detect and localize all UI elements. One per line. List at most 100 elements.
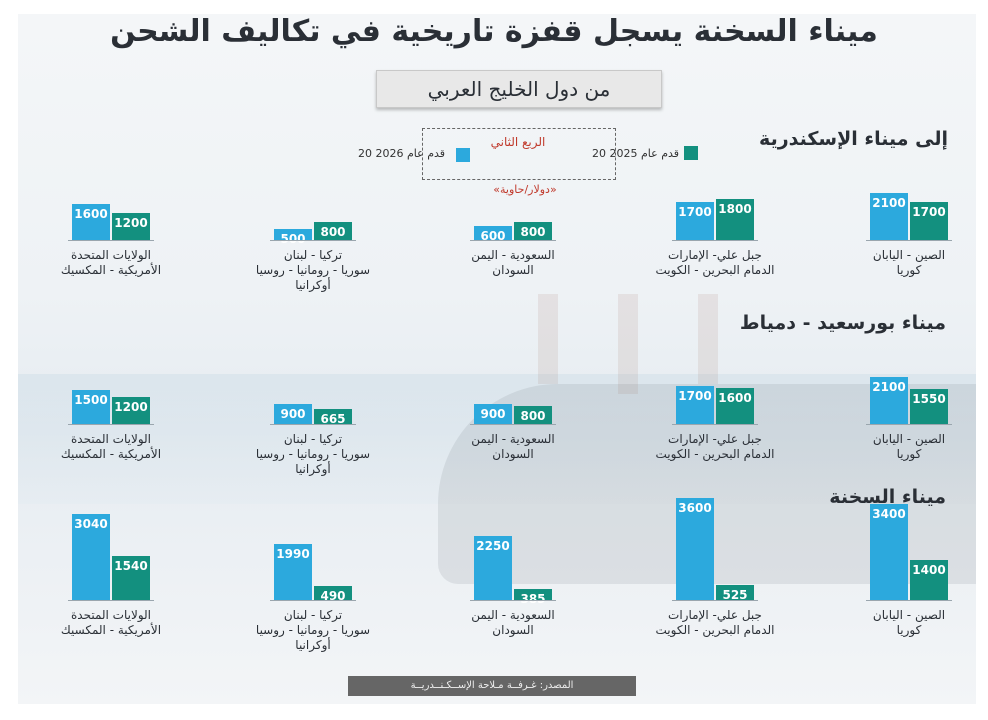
category-label-line2: الأمريكية - المكسيك (60, 623, 162, 637)
bar-2025 (112, 397, 150, 424)
data-label-2025: 525 (722, 588, 748, 602)
category-label-line3: أوكرانيا (295, 278, 331, 292)
baseline (68, 600, 154, 601)
category-label-line2: الأمريكية - المكسيك (60, 263, 162, 277)
data-label-2025: 1700 (912, 205, 946, 219)
baseline (672, 424, 758, 425)
category-label-line1: الصين - اليابان (872, 432, 946, 446)
category-label-line2: كوريا (896, 263, 922, 277)
data-label-2025: 800 (320, 225, 346, 239)
category-label-line2: سوريا - رومانيا - روسيا (255, 623, 371, 637)
category-label-line1: جبل علي- الإمارات (668, 432, 762, 446)
category-label-line3: أوكرانيا (295, 462, 331, 476)
baseline (68, 424, 154, 425)
section-title-portsaid-damietta: ميناء بورسعيد - دمياط (739, 312, 946, 334)
baseline (270, 240, 356, 241)
category-label-line1: الولايات المتحدة (70, 432, 152, 446)
baseline (68, 240, 154, 241)
bar-2026 (274, 229, 312, 240)
baseline (470, 600, 556, 601)
category-label-line1: الصين - اليابان (872, 248, 946, 262)
category-label-line1: الولايات المتحدة (70, 608, 152, 622)
bar-2026 (274, 544, 312, 600)
bar-2025 (514, 406, 552, 424)
baseline (470, 240, 556, 241)
data-label-2026: 2100 (872, 380, 906, 394)
bar-2025 (314, 409, 352, 424)
baseline (270, 424, 356, 425)
data-label-2026: 1600 (74, 207, 108, 221)
bar-2026 (274, 404, 312, 424)
data-label-2026: 2250 (476, 539, 510, 553)
baseline (866, 424, 952, 425)
data-label-2025: 1400 (912, 563, 946, 577)
baseline (866, 600, 952, 601)
data-label-2025: 490 (320, 589, 346, 603)
bar-2026 (676, 202, 714, 240)
bar-2025 (314, 586, 352, 600)
data-label-2025: 1800 (718, 202, 752, 216)
source-note: المصدر: غـرفــة مـلاحة الإســكـنــدريــة (348, 676, 636, 696)
category-label-line1: جبل علي- الإمارات (668, 248, 762, 262)
category-label-line2: السودان (492, 263, 534, 277)
data-label-2026: 3400 (872, 507, 906, 521)
section-title-alexandria: إلى ميناء الإسكندرية (759, 128, 948, 150)
bar-2026 (676, 498, 714, 600)
data-label-2025: 800 (520, 225, 546, 239)
category-label-line1: السعودية - اليمن (471, 248, 555, 262)
data-label-2026: 1500 (74, 393, 108, 407)
bar-2026 (72, 514, 110, 600)
legend-unit: «دولار/حاوية» (493, 183, 557, 196)
subtitle: من دول الخليج العربي (427, 77, 611, 101)
data-label-2025: 800 (520, 409, 546, 423)
bar-2026 (72, 390, 110, 424)
legend-quarter: الربع الثاني (490, 135, 546, 149)
bar-2026 (676, 386, 714, 424)
legend-label-2025: 20 قدم عام 2025 (592, 147, 680, 160)
bar-2025 (716, 199, 754, 240)
category-label-line2: سوريا - رومانيا - روسيا (255, 447, 371, 461)
bar-2025 (910, 560, 948, 600)
bar-2025 (910, 389, 948, 424)
bar-2025 (112, 213, 150, 240)
data-label-2026: 1700 (678, 205, 712, 219)
background-container-stack (618, 294, 638, 394)
category-label-line2: سوريا - رومانيا - روسيا (255, 263, 371, 277)
data-label-2026: 500 (280, 232, 306, 246)
category-label-line2: الأمريكية - المكسيك (60, 447, 162, 461)
bar-2026 (72, 204, 110, 240)
data-label-2026: 600 (480, 229, 506, 243)
category-label-line1: تركيا - لبنان (283, 432, 343, 446)
category-label-line2: السودان (492, 447, 534, 461)
data-label-2025: 1550 (912, 392, 946, 406)
page-title: ميناء السخنة يسجل قفزة تاريخية في تكاليف… (110, 14, 878, 49)
data-label-2026: 900 (280, 407, 306, 421)
data-label-2026: 2100 (872, 196, 906, 210)
baseline (470, 424, 556, 425)
background-sea (18, 374, 976, 504)
bar-2026 (870, 504, 908, 600)
legend-label-2026: 20 قدم عام 2026 (358, 147, 446, 160)
category-label-line3: أوكرانيا (295, 638, 331, 652)
background-container-stack (698, 294, 718, 384)
data-label-2025: 1200 (114, 216, 148, 230)
data-label-2026: 1700 (678, 389, 712, 403)
data-label-2025: 1540 (114, 559, 148, 573)
data-label-2026: 900 (480, 407, 506, 421)
bar-2025 (716, 388, 754, 424)
data-label-2025: 1200 (114, 400, 148, 414)
category-label-line2: كوريا (896, 447, 922, 461)
category-label-line2: الدمام البحرين - الكويت (655, 263, 775, 277)
background-container-stack (538, 294, 558, 384)
bar-2025 (910, 202, 948, 240)
bar-2025 (716, 585, 754, 600)
category-label-line2: الدمام البحرين - الكويت (655, 623, 775, 637)
data-label-2026: 3600 (678, 501, 712, 515)
legend-swatch-2025 (684, 146, 698, 160)
data-label-2026: 3040 (74, 517, 108, 531)
category-label-line1: الولايات المتحدة (70, 248, 152, 262)
baseline (672, 600, 758, 601)
bar-2025 (514, 222, 552, 240)
category-label-line1: تركيا - لبنان (283, 248, 343, 262)
bar-2025 (514, 589, 552, 600)
